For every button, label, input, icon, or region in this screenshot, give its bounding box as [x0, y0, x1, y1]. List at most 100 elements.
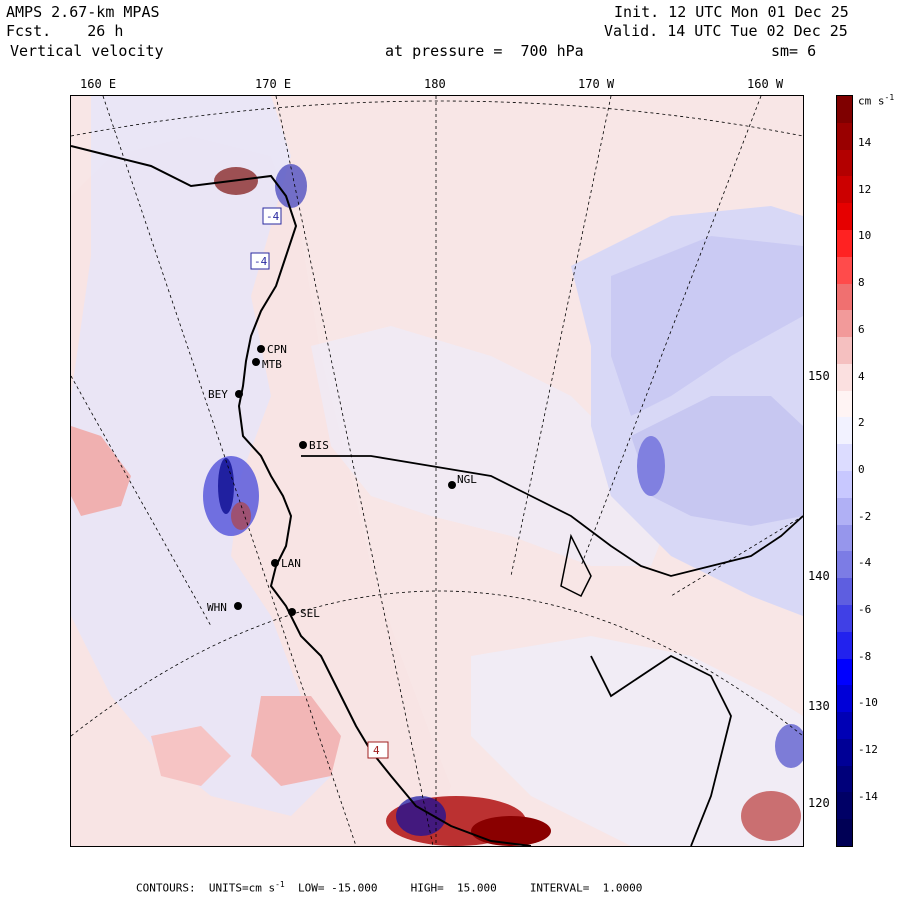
station-dot-sel — [288, 608, 296, 616]
lon-label-160e: 160 E — [80, 77, 117, 91]
footer-units-exp: -1 — [275, 880, 285, 889]
colorbar-tick-label: 4 — [858, 369, 865, 383]
colorbar-segment — [837, 604, 852, 633]
blue-east-band-2 — [631, 396, 803, 526]
ice-shelf-edge — [301, 455, 803, 577]
field-name: Vertical velocity — [10, 42, 164, 60]
station-sel: SEL — [300, 607, 320, 620]
cell-blue-southeast — [775, 724, 803, 768]
colorbar-segment — [837, 337, 852, 365]
colorbar-segment — [837, 792, 852, 820]
colorbar-segment — [837, 658, 852, 686]
graticule — [71, 96, 803, 846]
colorbar-tick-label: -6 — [858, 603, 872, 616]
colorbar-tick-label: -10 — [858, 696, 878, 710]
graticule-lon-2 — [275, 96, 434, 846]
pink-patch-west — [71, 426, 131, 516]
box-label-3-frame — [367, 741, 389, 759]
colorbar-segment — [837, 578, 852, 606]
blue-south-region — [471, 636, 803, 846]
colorbar-segment — [837, 229, 852, 258]
footer-low: LOW= -15.000 — [297, 881, 378, 895]
lon-label-160w: 160 W — [747, 77, 784, 91]
station-markers: CPN MTB BEY BIS NGL LAN WHN SEL — [207, 343, 477, 620]
cell-darkred-south — [471, 816, 551, 846]
colorbar-segment — [837, 417, 852, 445]
colorbar-segment — [837, 631, 852, 659]
station-ngl: NGL — [457, 473, 477, 486]
footer-high: HIGH= 15.000 — [410, 881, 497, 895]
station-dot-bey — [235, 390, 243, 398]
colorbar-tick-label: -14 — [858, 789, 878, 803]
model-title: AMPS 2.67-km MPAS — [6, 3, 160, 21]
colorbar-tick-label: 2 — [858, 416, 865, 430]
forecast-hours: 26 h — [87, 22, 124, 40]
station-mtb: MTB — [262, 358, 282, 371]
colorbar — [836, 95, 853, 847]
footer-interval: INTERVAL= 1.0000 — [529, 881, 643, 895]
station-dot-bis — [299, 441, 307, 449]
valid-time: Valid. 14 UTC Tue 02 Dec 25 — [604, 22, 848, 40]
blue-central-region — [311, 326, 671, 566]
init-time: Init. 12 UTC Mon 01 Dec 25 — [614, 3, 849, 21]
colorbar-tick-label: 0 — [858, 462, 865, 476]
station-dot-mtb — [252, 358, 260, 366]
colorbar-segment — [837, 176, 852, 204]
colorbar-segment — [837, 738, 852, 767]
colorbar-segment — [837, 203, 852, 231]
colorbar-segment — [837, 551, 852, 579]
cell-blue-south — [396, 796, 446, 836]
graticule-lon-4 — [510, 96, 612, 577]
colorbar-segment — [837, 712, 852, 740]
colorbar-segment — [837, 685, 852, 713]
box-label-2: -4 — [254, 255, 268, 268]
station-whn: WHN — [207, 601, 227, 614]
colorbar-segment — [837, 149, 852, 177]
colorbar-segment — [837, 471, 852, 499]
colorbar-segment — [837, 310, 852, 338]
inland-boundary — [590, 654, 732, 846]
colorbar-segment — [837, 363, 852, 392]
footer-contours-label: CONTOURS: — [136, 881, 196, 895]
colorbar-tick-label: 6 — [858, 322, 865, 336]
colorbar-segment — [837, 524, 852, 552]
station-dot-lan — [271, 559, 279, 567]
pink-patch-south — [251, 696, 341, 786]
colorbar-tick-label: 12 — [858, 182, 872, 196]
vertical-velocity-map: CPN MTB BEY BIS NGL LAN WHN SEL -4 -4 4 — [70, 95, 804, 847]
box-label-3: 4 — [373, 744, 380, 757]
colorbar-segment — [837, 444, 852, 472]
blue-west-region — [71, 96, 331, 816]
colorbar-units: cm s-1 — [858, 93, 894, 108]
lon-label-170e: 170 E — [255, 77, 292, 91]
colorbar-tick-label: 10 — [858, 229, 872, 243]
colorbar-segment — [837, 283, 852, 311]
extrema-labels: -4 -4 4 — [250, 207, 389, 759]
colorbar-tick-label: 8 — [858, 276, 865, 290]
colorbar-segment — [837, 390, 852, 418]
pressure-level: at pressure = 700 hPa — [385, 42, 584, 60]
island-outline — [560, 533, 592, 598]
station-dot-ngl — [448, 481, 456, 489]
cell-blue-north — [275, 164, 307, 208]
lon-label-170w: 170 W — [578, 77, 615, 91]
colorbar-segment — [837, 497, 852, 526]
cell-blue-core — [218, 458, 234, 514]
colorbar-units-main: cm s — [858, 94, 885, 108]
colorbar-tick-label: -12 — [858, 743, 878, 757]
forecast-label: Fcst. 26 h — [6, 22, 123, 40]
map-canvas: CPN MTB BEY BIS NGL LAN WHN SEL -4 -4 4 — [71, 96, 803, 846]
footer-contours: CONTOURS: UNITS=cm s-1 LOW= -15.000 HIGH… — [136, 880, 642, 895]
colorbar-segment — [837, 256, 852, 284]
station-bis: BIS — [309, 439, 329, 452]
pink-patch-southwest — [151, 726, 231, 786]
cell-red-west — [231, 502, 251, 530]
station-lan: LAN — [281, 557, 301, 570]
colorbar-tick-label: -2 — [858, 509, 872, 523]
colorbar-tick-label: 14 — [858, 136, 872, 149]
graticule-lon-7 — [670, 515, 803, 597]
box-label-1: -4 — [266, 210, 280, 223]
station-dot-whn — [234, 602, 242, 610]
colorbar-tick-label: -4 — [858, 556, 872, 570]
colorbar-segment — [837, 819, 852, 847]
